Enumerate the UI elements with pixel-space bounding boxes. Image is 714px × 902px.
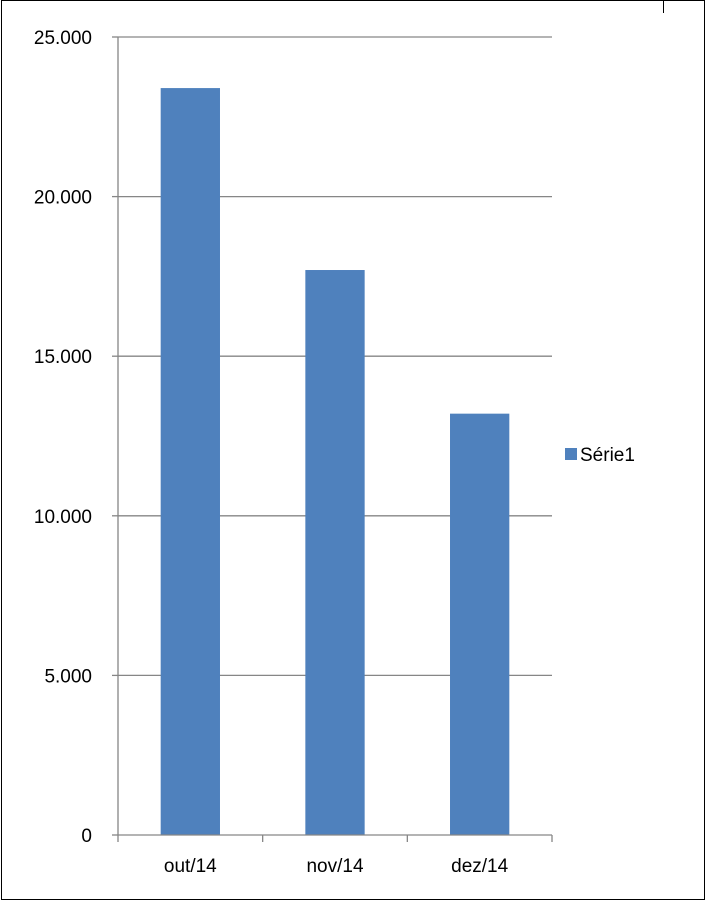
- bar-dez/14: [450, 413, 510, 835]
- y-tick-label: 0: [81, 826, 92, 847]
- y-tick-labels: 0 5.000 10.000 15.000 20.000 25.000: [34, 28, 92, 847]
- legend-label: Série1: [580, 445, 635, 466]
- axes: [112, 36, 553, 842]
- y-tick-label: 10.000: [34, 507, 92, 528]
- legend: Série1: [565, 445, 635, 466]
- x-tick-label: nov/14: [306, 856, 363, 877]
- x-tick-label: dez/14: [451, 856, 508, 877]
- x-tick-labels: out/14 nov/14 dez/14: [164, 856, 509, 877]
- y-tick-label: 25.000: [34, 28, 92, 49]
- legend-swatch: [565, 448, 577, 460]
- bar-nov/14: [305, 270, 365, 835]
- bars: [160, 88, 510, 835]
- y-tick-label: 20.000: [34, 188, 92, 209]
- bar-out/14: [160, 88, 220, 835]
- frame-corner-tick: [663, 0, 664, 13]
- y-tick-label: 5.000: [44, 666, 92, 687]
- x-tick-label: out/14: [164, 856, 217, 877]
- y-tick-label: 15.000: [34, 347, 92, 368]
